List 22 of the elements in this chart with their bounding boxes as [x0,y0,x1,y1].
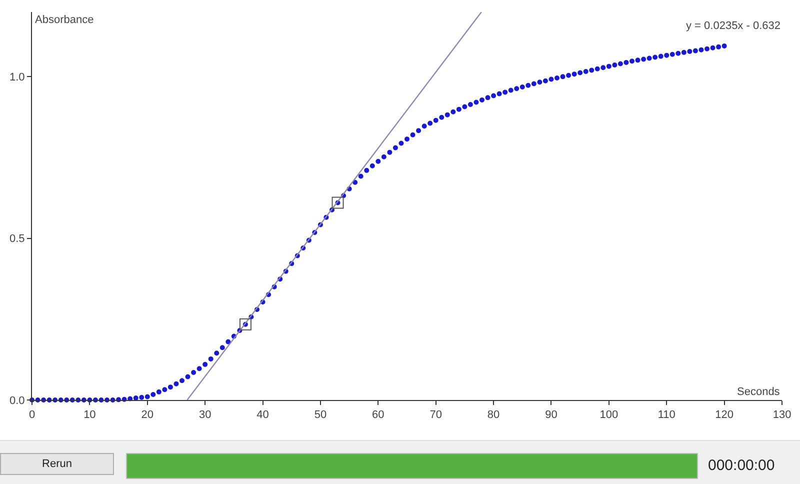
x-tick-label: 110 [658,409,676,422]
y-tick-label: 0.5 [10,233,25,246]
x-tick-label: 20 [141,409,154,422]
x-axis-title: Seconds [737,386,780,398]
x-tick-label: 70 [430,409,442,422]
x-tick-label: 30 [198,409,212,422]
y-tick-label: 1.0 [10,72,25,84]
y-axis-title: Absorbance [35,14,94,26]
text: 000:00:00 [708,457,775,474]
x-tick-label: 130 [772,409,792,422]
x-tick-label: 10 [84,409,96,422]
x-tick-label: 0 [28,409,36,422]
x-tick-label: 120 [715,409,734,422]
x-tick-label: 100 [600,409,618,422]
x-tick-label: 40 [256,409,269,422]
y-tick-label: 0.0 [10,394,25,407]
x-tick-label: 80 [487,409,500,422]
x-tick-label: 60 [372,409,384,422]
annotation: y = 0.0235x - 0.632 [686,20,780,32]
x-tick-label: 50 [314,409,327,422]
button: Rerun [0,453,114,475]
x-tick-label: 90 [545,409,558,422]
